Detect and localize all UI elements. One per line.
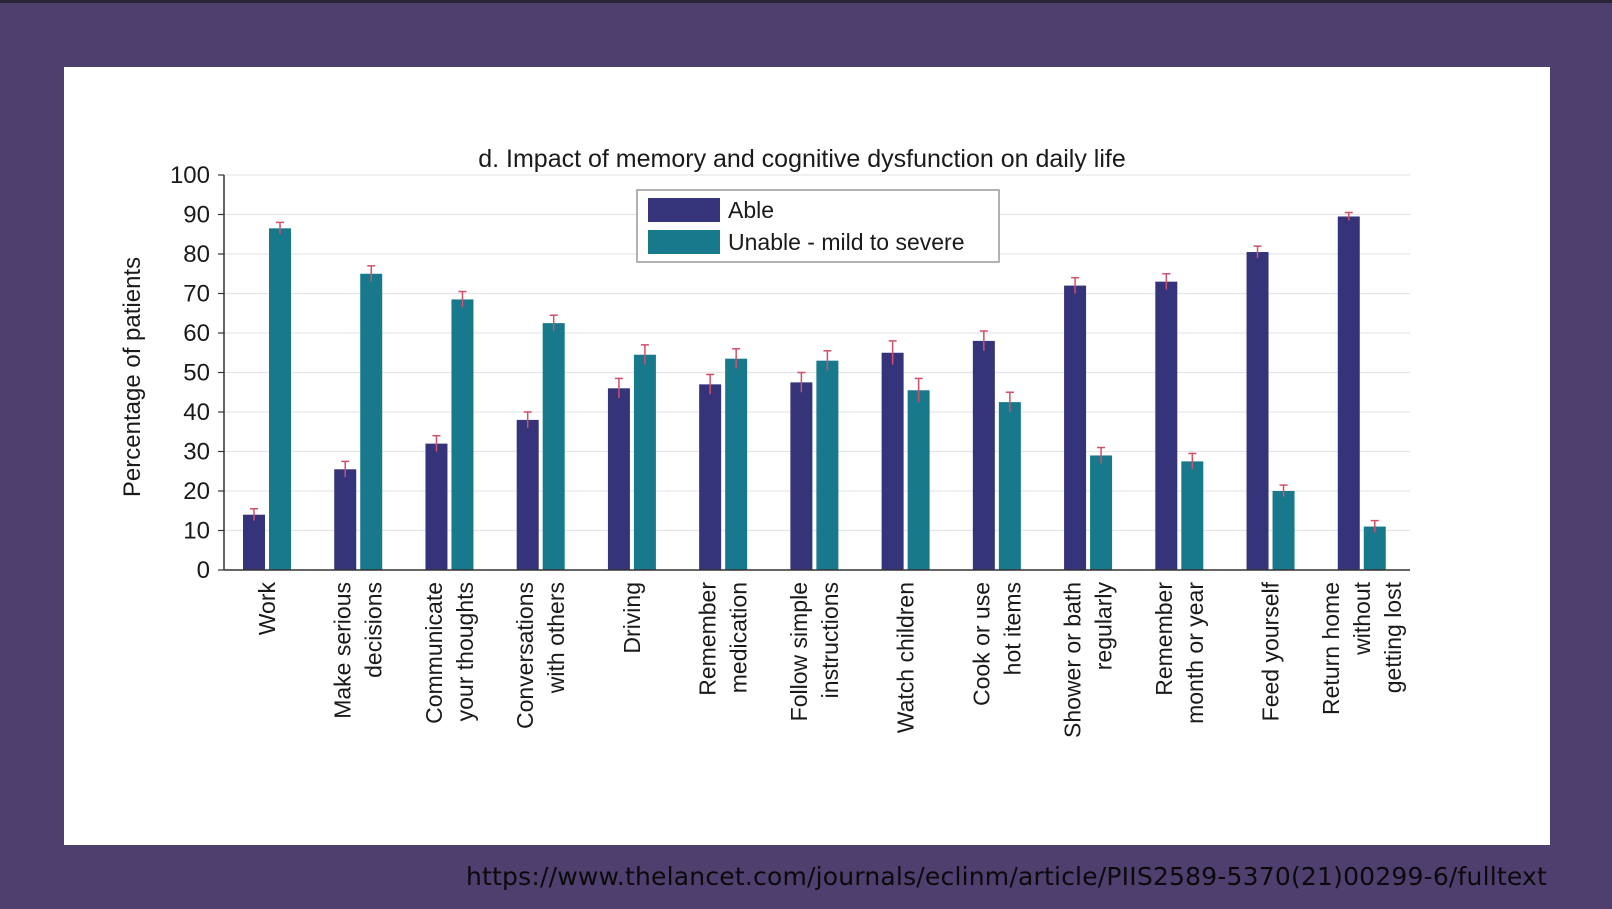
y-tick-label: 40 [183,399,210,426]
category-label: getting lost [1380,581,1406,693]
bar-unable [907,390,930,570]
category-label: decisions [361,582,387,678]
bar-able [425,443,448,570]
category-label: Feed yourself [1258,581,1284,721]
bar-able [607,388,630,570]
y-tick-label: 60 [183,320,210,347]
y-tick-labels: 0 10 20 30 40 50 60 70 80 90 100 [170,162,210,584]
y-tick-label: 80 [183,241,210,268]
category-label: hot items [999,582,1025,675]
bar-able [881,352,904,570]
category-label: with others [543,582,569,694]
y-tick-label: 0 [197,557,210,584]
category-labels: Work Make serious decisions Communicate your… [254,581,1406,738]
bar-unable [1181,461,1204,570]
top-strip [0,0,1612,3]
category-label: without [1349,581,1375,655]
category-label: month or year [1182,582,1208,724]
category-label: Driving [619,582,645,654]
bar-able [972,340,995,570]
bars [243,216,1386,570]
category-label: your thoughts [452,582,478,721]
bar-unable [1090,455,1113,570]
category-label: Watch children [893,582,919,733]
y-tick-label: 50 [183,360,210,387]
category-label: Work [254,582,280,636]
category-label: Shower or bath [1060,582,1086,738]
category-label: instructions [817,582,843,698]
bar-unable [1363,526,1386,570]
category-label: regularly [1091,582,1117,671]
bar-unable [998,402,1021,570]
category-label: Remember [1151,582,1177,696]
error-bars [250,211,1379,533]
bar-able [1246,252,1269,570]
bar-chart: d. Impact of memory and cognitive dysfun… [119,145,1410,738]
category-label: Conversations [512,582,538,729]
y-axis-label: Percentage of patients [119,257,146,497]
bar-able [243,514,265,570]
category-label: Make serious [330,582,356,719]
y-tick-label: 10 [183,518,210,545]
legend-swatch-able [648,198,720,222]
y-tick-label: 90 [183,202,210,229]
legend-swatch-unable [648,230,720,254]
bar-unable [451,299,474,570]
legend: Able Unable - mild to severe [636,189,1000,263]
chart-title: d. Impact of memory and cognitive dysfun… [478,145,1126,173]
category-label: Cook or use [968,582,994,706]
bar-able [699,384,722,570]
bar-able [1064,285,1087,570]
bar-unable [360,273,383,570]
category-label: Communicate [421,582,447,724]
bar-unable [725,358,748,570]
bar-unable [633,354,656,570]
category-label: Follow simple [786,582,812,721]
bar-unable [542,323,565,570]
category-label: Return home [1318,582,1344,715]
y-tick-label: 70 [183,281,210,308]
legend-label-able: Able [728,197,774,223]
bar-able [334,469,357,570]
bar-able [1155,281,1178,570]
bar-able [790,382,813,570]
category-label: Remember [695,582,721,696]
y-tick-label: 30 [183,439,210,466]
bar-unable [1272,491,1295,570]
bar-able [1337,216,1360,570]
y-tick-label: 20 [183,478,210,505]
category-label: medication [726,582,752,693]
y-tick-label: 100 [170,162,210,189]
source-url[interactable]: https://www.thelancet.com/journals/eclin… [466,862,1548,891]
bar-unable [816,360,839,570]
slide-panel: d. Impact of memory and cognitive dysfun… [64,67,1550,845]
bar-able [516,419,539,570]
legend-label-unable: Unable - mild to severe [728,229,965,255]
bar-unable [269,228,291,570]
